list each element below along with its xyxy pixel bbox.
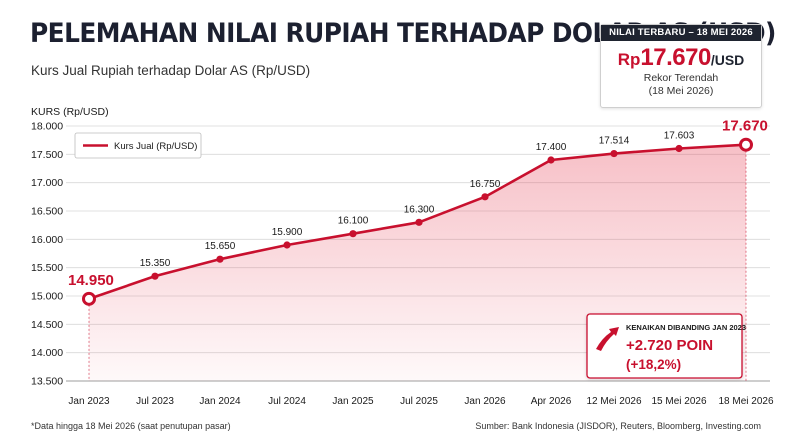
data-point bbox=[283, 241, 291, 249]
legend-label: Kurs Jual (Rp/USD) bbox=[114, 141, 197, 152]
data-label: 14.950 bbox=[68, 272, 114, 289]
latest-value-currency: Rp bbox=[617, 50, 641, 69]
chart-legend: Kurs Jual (Rp/USD) bbox=[74, 132, 202, 159]
data-label: 16.300 bbox=[404, 204, 435, 215]
area-fill bbox=[89, 144, 746, 381]
data-point bbox=[675, 144, 683, 153]
data-label: 17.670 bbox=[722, 118, 768, 135]
data-point-highlight bbox=[739, 137, 753, 152]
y-tick-label: 15.500 bbox=[31, 262, 63, 274]
data-label: 17.603 bbox=[664, 130, 695, 141]
latest-value-box: NILAI TERBARU – 18 MEI 2026 Rp17.670/USD… bbox=[600, 24, 762, 108]
x-tick-label: Jul 2023 bbox=[136, 396, 174, 407]
data-label: 15.650 bbox=[205, 241, 236, 252]
increase-callout: KENAIKAN DIBANDING JAN 2023 +2.720 POIN … bbox=[586, 313, 746, 379]
data-label: 16.100 bbox=[338, 216, 369, 227]
x-tick-label: Jul 2024 bbox=[268, 396, 306, 407]
x-tick-label: Apr 2026 bbox=[531, 396, 572, 407]
y-axis-title: KURS (Rp/USD) bbox=[31, 106, 109, 118]
data-label: 16.750 bbox=[470, 179, 501, 190]
source-note: Sumber: Bank Indonesia (JISDOR), Reuters… bbox=[475, 421, 761, 431]
y-tick-label: 16.500 bbox=[31, 206, 63, 218]
data-point bbox=[481, 193, 489, 201]
data-point bbox=[610, 149, 618, 158]
footnote: *Data hingga 18 Mei 2026 (saat penutupan… bbox=[31, 421, 231, 431]
x-tick-label: Jan 2026 bbox=[464, 396, 506, 407]
data-point bbox=[547, 156, 555, 164]
y-tick-label: 14.500 bbox=[31, 319, 63, 331]
x-tick-label: Jan 2025 bbox=[332, 396, 374, 407]
y-tick-label: 16.000 bbox=[31, 234, 63, 246]
latest-value: Rp17.670/USD bbox=[601, 44, 761, 72]
callout-percent: (+18,2%) bbox=[626, 357, 681, 372]
latest-value-heading: NILAI TERBARU – 18 MEI 2026 bbox=[601, 25, 761, 41]
x-tick-label: 12 Mei 2026 bbox=[586, 396, 641, 407]
page-subtitle: Kurs Jual Rupiah terhadap Dolar AS (Rp/U… bbox=[31, 63, 311, 78]
data-point bbox=[216, 255, 224, 263]
x-tick-label: Jan 2024 bbox=[199, 396, 241, 407]
x-tick-label: Jul 2025 bbox=[400, 396, 438, 407]
y-tick-label: 15.000 bbox=[31, 291, 63, 303]
data-label: 17.400 bbox=[536, 142, 567, 153]
latest-value-note: Rekor Terendah bbox=[643, 72, 719, 84]
y-tick-label: 14.000 bbox=[31, 347, 63, 359]
data-point bbox=[415, 218, 423, 226]
x-tick-label: 15 Mei 2026 bbox=[651, 396, 706, 407]
y-tick-label: 17.500 bbox=[31, 149, 63, 161]
data-label: 17.514 bbox=[599, 136, 630, 147]
latest-value-unit: /USD bbox=[710, 52, 745, 68]
callout-heading: KENAIKAN DIBANDING JAN 2023 bbox=[626, 323, 746, 332]
data-point-highlight bbox=[82, 291, 96, 306]
data-label: 15.350 bbox=[140, 258, 171, 269]
x-tick-label: 18 Mei 2026 bbox=[718, 396, 773, 407]
latest-value-number: 17.670 bbox=[640, 44, 711, 71]
data-point bbox=[349, 230, 357, 238]
y-tick-label: 13.500 bbox=[31, 376, 63, 388]
y-tick-label: 18.000 bbox=[31, 121, 63, 133]
y-tick-label: 17.000 bbox=[31, 177, 63, 189]
data-label: 15.900 bbox=[272, 227, 303, 238]
callout-change: +2.720 POIN bbox=[626, 337, 713, 354]
data-point bbox=[151, 272, 159, 280]
trend-up-arrow-icon bbox=[596, 327, 619, 351]
latest-value-date: (18 Mei 2026) bbox=[648, 85, 714, 97]
x-tick-label: Jan 2023 bbox=[68, 396, 110, 407]
